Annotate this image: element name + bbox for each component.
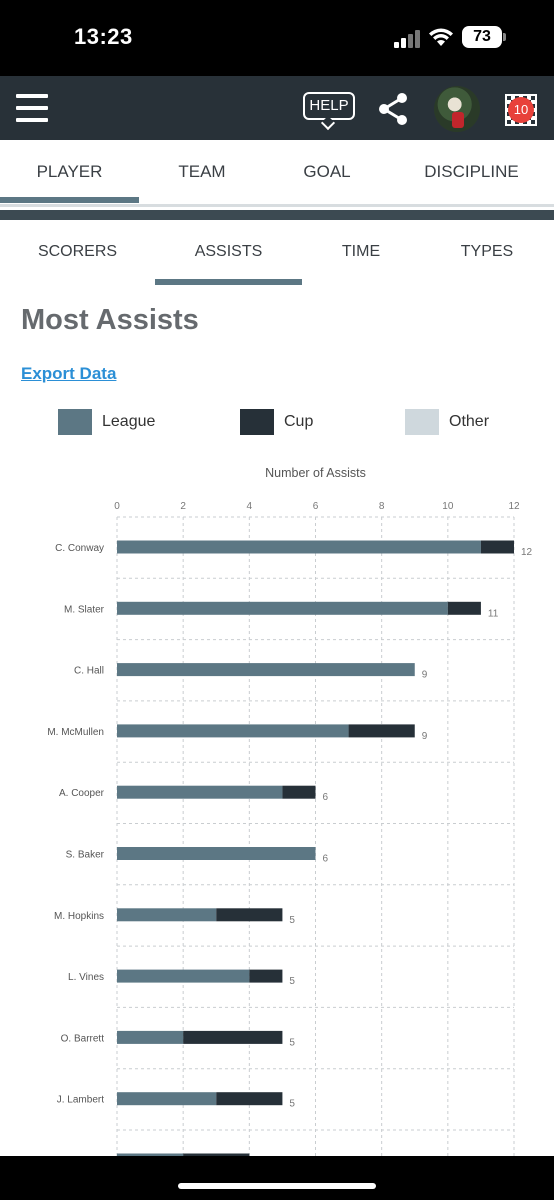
bar-league xyxy=(117,724,349,738)
bar-league xyxy=(117,1092,217,1106)
page-title: Most Assists xyxy=(21,304,199,336)
bar-total-label: 5 xyxy=(289,1037,295,1048)
y-category-label: M. Hopkins xyxy=(54,911,104,922)
menu-icon[interactable] xyxy=(16,92,48,124)
bar-cup xyxy=(249,969,283,983)
y-category-label: C. Conway xyxy=(55,543,104,554)
legend-item-other[interactable]: Other xyxy=(405,408,489,436)
y-category-label: S. Baker xyxy=(66,850,105,861)
legend-label-other: Other xyxy=(449,413,490,430)
share-icon[interactable] xyxy=(376,92,410,126)
home-indicator-area xyxy=(0,1156,554,1200)
bar-cup xyxy=(216,908,283,922)
x-tick-label: 6 xyxy=(313,501,319,512)
assists-chart: Number of Assists 0 2 4 6 8 10 12 C. Conway 12 M. … xyxy=(47,466,533,1156)
y-category-label: A. Cooper xyxy=(59,788,105,799)
bar-league xyxy=(117,1030,184,1044)
bar-cup xyxy=(216,1092,283,1106)
main-tab-indicator xyxy=(0,197,139,203)
bar-league xyxy=(117,663,415,677)
y-category-label: C. Hall xyxy=(74,666,104,677)
home-indicator[interactable] xyxy=(178,1183,376,1189)
tab-goal[interactable]: GOAL xyxy=(303,162,351,181)
y-category-label: O. Barrett xyxy=(61,1033,105,1044)
divider-bar xyxy=(0,210,554,220)
y-category-label: J. Lambert xyxy=(57,1095,104,1106)
wifi-icon xyxy=(429,28,453,46)
bar-cup xyxy=(480,540,514,554)
bar-cup xyxy=(282,785,316,799)
legend-swatch-league xyxy=(58,409,92,435)
bar-cup xyxy=(348,724,415,738)
x-tick-label: 0 xyxy=(114,501,120,512)
bar-total-label: 6 xyxy=(323,792,329,803)
battery-icon: 73 xyxy=(462,26,502,48)
bar-total-label: 9 xyxy=(422,670,428,681)
sub-tab-indicator xyxy=(155,279,302,285)
tab-time[interactable]: TIME xyxy=(341,243,381,260)
legend-swatch-other xyxy=(405,409,439,435)
legend-item-cup[interactable]: Cup xyxy=(240,408,313,436)
bar-cup xyxy=(183,1030,283,1044)
x-tick-label: 8 xyxy=(379,501,385,512)
bar-total-label: 12 xyxy=(521,547,533,558)
bar-league xyxy=(117,785,283,799)
legend-swatch-cup xyxy=(240,409,274,435)
y-category-label: M. Slater xyxy=(64,604,105,615)
main-tabs: PLAYER TEAM GOAL DISCIPLINE xyxy=(0,140,554,206)
avatar[interactable] xyxy=(434,86,480,132)
bar-cup xyxy=(183,1153,250,1156)
bar-league xyxy=(117,969,250,983)
battery-tip xyxy=(503,33,506,41)
bar-total-label: 6 xyxy=(323,854,329,865)
chart-legend: League Cup Other xyxy=(0,408,554,438)
legend-label-cup: Cup xyxy=(284,413,314,430)
help-button[interactable]: HELP xyxy=(303,92,355,120)
bar-total-label: 5 xyxy=(289,1099,295,1110)
tab-assists[interactable]: ASSISTS xyxy=(194,243,263,260)
bar-league xyxy=(117,908,217,922)
tab-types[interactable]: TYPES xyxy=(460,243,514,260)
legend-label-league: League xyxy=(102,413,156,430)
bar-cup xyxy=(447,601,481,615)
sub-tabs: SCORERS ASSISTS TIME TYPES xyxy=(0,222,554,286)
bar-league xyxy=(117,847,316,860)
tab-team[interactable]: TEAM xyxy=(178,162,226,181)
y-category-label: L. Vines xyxy=(68,972,104,983)
notification-badge: 10 xyxy=(508,97,534,123)
y-category-label: M. McMullen xyxy=(47,727,104,738)
bar-league xyxy=(117,1153,184,1156)
tab-scorers[interactable]: SCORERS xyxy=(37,243,118,260)
tab-player[interactable]: PLAYER xyxy=(36,162,103,181)
chart-title: Number of Assists xyxy=(265,466,366,480)
bar-total-label: 11 xyxy=(488,608,499,619)
x-tick-label: 12 xyxy=(508,501,520,512)
x-tick-label: 2 xyxy=(180,501,186,512)
tab-discipline[interactable]: DISCIPLINE xyxy=(424,162,519,181)
export-data-link[interactable]: Export Data xyxy=(21,364,117,383)
bar-total-label: 9 xyxy=(422,731,428,742)
status-bar: 13:23 73 xyxy=(0,0,554,76)
bar-total-label: 5 xyxy=(289,915,295,926)
x-tick-label: 10 xyxy=(442,501,454,512)
status-time: 13:23 xyxy=(74,24,133,49)
signal-icon xyxy=(394,30,422,48)
bar-league xyxy=(117,601,448,615)
legend-item-league[interactable]: League xyxy=(58,408,155,436)
bar-league xyxy=(117,540,481,554)
x-tick-label: 4 xyxy=(247,501,253,512)
divider xyxy=(0,204,554,207)
app-header: HELP 10 xyxy=(0,76,554,140)
bar-total-label: 5 xyxy=(289,976,295,987)
